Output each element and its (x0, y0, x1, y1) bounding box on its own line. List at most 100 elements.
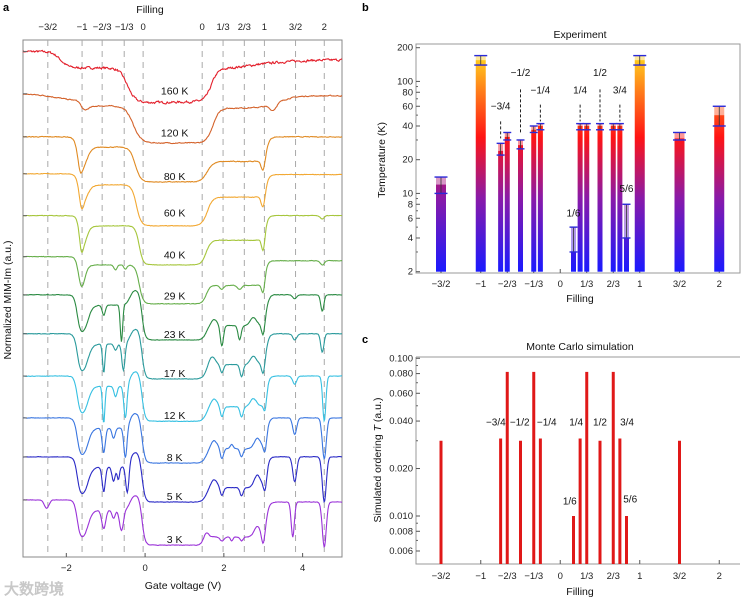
top-filling-tick-label: −1/3 (115, 22, 134, 33)
bar (678, 440, 681, 564)
chart-title: Experiment (553, 29, 606, 41)
filling-annotation: 3/4 (613, 86, 627, 97)
x-tick-label: −1 (475, 571, 486, 582)
trace-8K (22, 413, 343, 464)
trace-3K (22, 495, 343, 548)
bar (532, 371, 536, 564)
y-tick-label: 0.006 (389, 546, 413, 557)
x-tick-label: 2 (221, 563, 226, 574)
panel-b-plot-frame (415, 43, 741, 274)
trace-120K (22, 93, 343, 145)
x-tick-label: 1 (637, 571, 642, 582)
chart-title: Monte Carlo simulation (526, 341, 634, 353)
panel-a-plot-frame (22, 39, 343, 558)
filling-annotation: 1/6 (563, 497, 577, 508)
y-axis-title: Temperature (K) (376, 122, 388, 198)
y-tick-label: 0.060 (389, 388, 413, 399)
filling-annotation: −1/2 (511, 68, 531, 79)
bar (538, 438, 542, 564)
x-tick-label: −3/2 (432, 571, 451, 582)
filling-annotation: 1/2 (593, 68, 607, 79)
bar (624, 516, 628, 564)
bar (519, 440, 522, 564)
y-axis-title-part: T (372, 423, 384, 431)
x-tick-label: 3/2 (673, 279, 686, 290)
x-tick-label: 0 (142, 563, 147, 574)
filling-annotation: 1/4 (569, 417, 583, 428)
x-tick-label: −1 (475, 279, 486, 290)
y-tick-label: 2 (408, 267, 413, 278)
bar (585, 371, 589, 564)
x-tick-label: −2 (61, 563, 72, 574)
trace-temperature-label: 23 K (164, 329, 186, 341)
bar (598, 440, 602, 564)
panel-a-mim-traces: Filling −3/2 −1 −2/3 −1/3 0 0 1/3 2/3 1 3/2 2 −2 0 2 4 G… (2, 4, 343, 592)
panel-label-b: b (362, 2, 369, 14)
filling-annotation: 3/4 (620, 417, 634, 428)
trace-temperature-label: 5 K (167, 491, 183, 503)
y-tick-label: 0.008 (389, 526, 413, 537)
bar (634, 60, 645, 272)
filling-annotation: 5/6 (620, 184, 634, 195)
filling-annotation: 1/6 (567, 209, 581, 220)
bar (597, 125, 603, 272)
bar (518, 145, 523, 272)
bar (611, 371, 615, 564)
y-tick-label: 0.020 (389, 464, 413, 475)
panel-c-axes (415, 356, 740, 565)
y-axis-title: Simulated ordering T (a.u.) (372, 398, 384, 523)
x-tick-label: −1/3 (524, 279, 543, 290)
bar (577, 125, 583, 272)
x-tick-label: −1/3 (524, 571, 543, 582)
filling-annotation: 1/2 (593, 417, 607, 428)
bar (610, 125, 616, 272)
trace-temperature-label: 3 K (167, 534, 183, 546)
bar (584, 125, 590, 272)
x-tick-label: −3/2 (432, 279, 451, 290)
bar (537, 125, 543, 272)
panel-label-c: c (362, 334, 368, 346)
y-tick-label: 80 (402, 87, 413, 98)
y-tick-label: 0.010 (389, 511, 413, 522)
panel-c-monte-carlo-chart: Monte Carlo simulation 0.006 0.008 0.010 0.0… (372, 341, 740, 598)
trace-temperature-label: 29 K (164, 291, 186, 303)
y-tick-label: 20 (402, 155, 413, 166)
bar (617, 125, 623, 272)
x-tick-label: 2/3 (607, 571, 620, 582)
x-tick-label: 3/2 (673, 571, 686, 582)
x-axis-title: Filling (566, 586, 594, 598)
bar (531, 129, 537, 272)
y-tick-label: 6 (408, 213, 413, 224)
x-tick-label: 0 (558, 279, 563, 290)
x-tick-label: 2 (717, 571, 722, 582)
trace-temperature-label: 160 K (161, 85, 188, 97)
top-filling-tick-label: 1/3 (216, 22, 229, 33)
bar (505, 371, 509, 564)
trace-160K (22, 49, 343, 105)
bar (572, 516, 576, 564)
x-tick-label: 2/3 (607, 279, 620, 290)
x-tick-label: −2/3 (498, 571, 517, 582)
y-tick-label: 200 (397, 43, 413, 54)
x-axis-title: Filling (566, 293, 594, 305)
bar (618, 438, 622, 564)
trace-temperature-label: 40 K (164, 250, 186, 262)
trace-80K (22, 135, 343, 183)
x-tick-label: 1/3 (580, 279, 593, 290)
trace-17K (22, 328, 343, 380)
top-filling-tick-label: 0 (200, 22, 205, 33)
filling-annotation: 5/6 (623, 494, 637, 505)
trace-40K (22, 214, 343, 266)
y-axis-title-part: (a.u.) (372, 398, 384, 425)
bar (623, 237, 629, 272)
y-axis-title: Normalized MIM-Im (a.u.) (2, 240, 14, 359)
top-axis-title: Filling (136, 4, 164, 16)
top-filling-tick-label: −3/2 (38, 22, 57, 33)
filling-annotation: −3/4 (491, 102, 511, 113)
x-tick-label: 1/3 (580, 571, 593, 582)
top-filling-tick-label: −1 (77, 22, 88, 33)
y-tick-label: 60 (402, 101, 413, 112)
top-filling-tick-label: 0 (140, 22, 145, 33)
x-axis-title: Gate voltage (V) (145, 580, 221, 592)
